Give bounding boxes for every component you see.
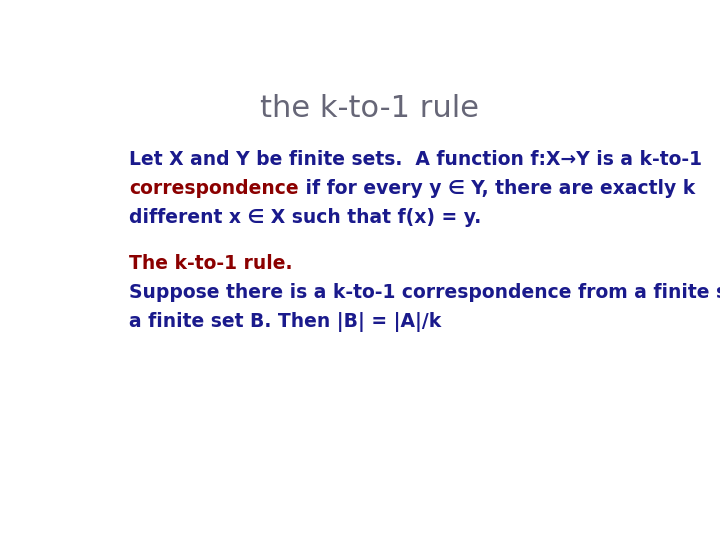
Text: if for every y ∈ Y, there are exactly k: if for every y ∈ Y, there are exactly k	[299, 179, 695, 198]
Text: different x ∈ X such that f(x) = y.: different x ∈ X such that f(x) = y.	[129, 208, 481, 227]
Text: Let X and Y be finite sets.  A function f:X→Y is a k-to-1: Let X and Y be finite sets. A function f…	[129, 150, 702, 169]
Text: a finite set B. Then |B| = |A|/k: a finite set B. Then |B| = |A|/k	[129, 312, 441, 332]
Text: the k-to-1 rule: the k-to-1 rule	[259, 94, 479, 123]
Text: Suppose there is a k-to-1 correspondence from a finite set A to: Suppose there is a k-to-1 correspondence…	[129, 283, 720, 302]
Text: The k-to-1 rule.: The k-to-1 rule.	[129, 254, 292, 273]
Text: correspondence: correspondence	[129, 179, 299, 198]
